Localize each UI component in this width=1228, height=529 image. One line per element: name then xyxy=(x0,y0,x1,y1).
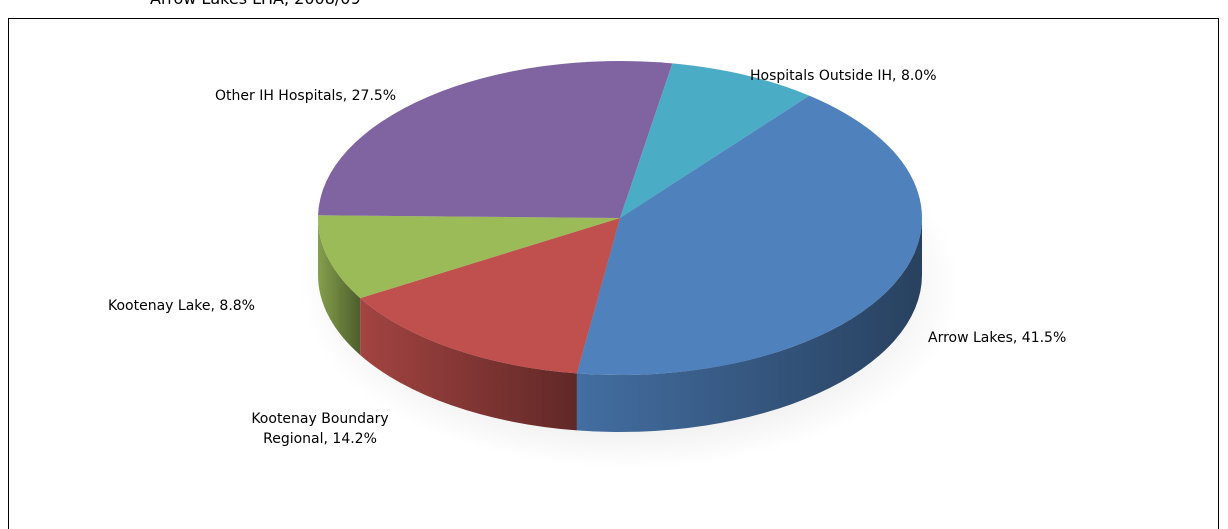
pie-slice xyxy=(318,61,673,218)
slice-label: Kootenay Boundary Regional, 14.2% xyxy=(251,411,389,447)
pie-slice xyxy=(360,218,620,374)
chart-frame xyxy=(8,18,1219,529)
slice-label: Arrow Lakes, 41.5% xyxy=(928,330,1067,346)
pie-slice xyxy=(576,95,923,376)
slice-label: Kootenay Lake, 8.8% xyxy=(108,298,255,314)
pie-side xyxy=(576,218,922,432)
pie-slice xyxy=(318,215,620,299)
pie-side xyxy=(360,298,577,431)
pie-side xyxy=(318,218,361,356)
slice-label: Hospitals Outside IH, 8.0% xyxy=(750,68,937,84)
pie-slice xyxy=(620,63,810,219)
slice-label: Other IH Hospitals, 27.5% xyxy=(215,88,397,104)
chart-title: Arrow Lakes LHA, 2008/09 xyxy=(150,0,361,8)
